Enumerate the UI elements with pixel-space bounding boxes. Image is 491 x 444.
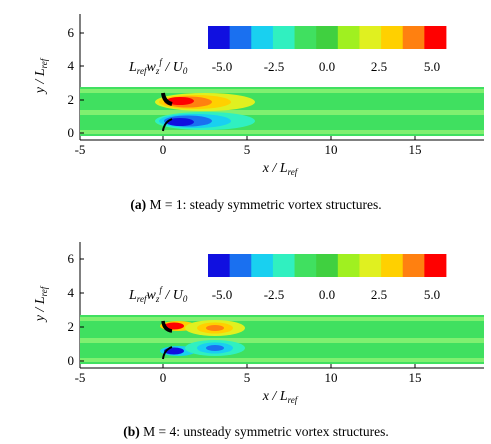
colorbar-label-b: Lrefwzf / U0 <box>128 285 188 304</box>
x-axis-label-b: x / Lref <box>262 389 299 405</box>
x-tick-label: 15 <box>409 370 422 385</box>
colorbar-segment <box>424 254 447 277</box>
y-tick-label: 4 <box>68 285 75 300</box>
colorbar-segment <box>316 254 339 277</box>
y-tick-label: 2 <box>68 319 75 334</box>
colorbar-segment <box>294 254 317 277</box>
colorbar-label-a: Lrefwzf / U0 <box>128 57 188 76</box>
x-tick-label: 15 <box>409 142 422 157</box>
colorbar-segment <box>272 26 295 49</box>
y-ticks-b: 0 2 4 6 <box>68 251 84 368</box>
colorbar-ticks-a: -5.0 -2.5 0.0 2.5 5.0 <box>212 59 440 74</box>
colorbar-segment <box>294 26 317 49</box>
x-tick-label: 10 <box>325 142 338 157</box>
x-ticks-a: -5 0 5 10 15 <box>75 136 422 157</box>
y-tick-label: 4 <box>68 58 75 73</box>
x-tick-label: 0 <box>160 370 167 385</box>
x-tick-label: 5 <box>244 370 251 385</box>
colorbar-segment <box>424 26 447 49</box>
x-tick-label: 10 <box>325 370 338 385</box>
x-ticks-b: -5 0 5 10 15 <box>75 364 422 385</box>
colorbar-segment <box>251 254 274 277</box>
y-ticks-a: 0 2 4 6 <box>68 25 84 140</box>
x-tick-label: -5 <box>75 370 86 385</box>
x-axis-label-a: x / Lref <box>262 161 299 177</box>
colorbar-tick: -5.0 <box>212 59 233 74</box>
y-axis-label-a: y / Lref <box>33 57 49 95</box>
panel-b: -5 0 5 10 15 0 2 4 6 y / Lref x / Lref L… <box>33 242 484 439</box>
vorticity-field-b <box>80 315 484 364</box>
vorticity-field-a <box>80 87 484 136</box>
colorbar-segment <box>359 26 382 49</box>
colorbar-segment <box>272 254 295 277</box>
colorbar-tick: -5.0 <box>212 287 233 302</box>
colorbar-tick: -2.5 <box>264 59 285 74</box>
colorbar-tick: 0.0 <box>319 59 335 74</box>
colorbar-tick: 5.0 <box>424 287 440 302</box>
x-tick-label: -5 <box>75 142 86 157</box>
colorbar-segment <box>229 254 252 277</box>
colorbar-tick: 0.0 <box>319 287 335 302</box>
colorbar-segment <box>359 254 382 277</box>
y-tick-label: 6 <box>68 25 75 40</box>
y-tick-label: 2 <box>68 92 75 107</box>
colorbar-segment <box>229 26 252 49</box>
colorbar-segment <box>402 254 425 277</box>
x-tick-label: 5 <box>244 142 251 157</box>
colorbar-a <box>208 26 447 49</box>
colorbar-segment <box>381 254 404 277</box>
x-tick-label: 0 <box>160 142 167 157</box>
caption-a: (a) M = 1: steady symmetric vortex struc… <box>130 197 381 212</box>
colorbar-ticks-b: -5.0 -2.5 0.0 2.5 5.0 <box>212 287 440 302</box>
colorbar-segment <box>251 26 274 49</box>
colorbar-tick: 2.5 <box>371 287 387 302</box>
colorbar-tick: 5.0 <box>424 59 440 74</box>
colorbar-segment <box>208 26 231 49</box>
colorbar-tick: 2.5 <box>371 59 387 74</box>
colorbar-b <box>208 254 447 277</box>
y-axis-label-b: y / Lref <box>33 285 49 323</box>
y-tick-label: 0 <box>68 353 75 368</box>
colorbar-segment <box>337 26 360 49</box>
colorbar-segment <box>337 254 360 277</box>
panel-a: -5 0 5 10 15 0 2 4 6 y / Lref x / Lref L… <box>33 14 484 212</box>
colorbar-segment <box>316 26 339 49</box>
caption-b: (b) M = 4: unsteady symmetric vortex str… <box>123 424 389 439</box>
y-tick-label: 6 <box>68 251 75 266</box>
colorbar-tick: -2.5 <box>264 287 285 302</box>
y-tick-label: 0 <box>68 125 75 140</box>
colorbar-segment <box>208 254 231 277</box>
colorbar-segment <box>381 26 404 49</box>
colorbar-segment <box>402 26 425 49</box>
